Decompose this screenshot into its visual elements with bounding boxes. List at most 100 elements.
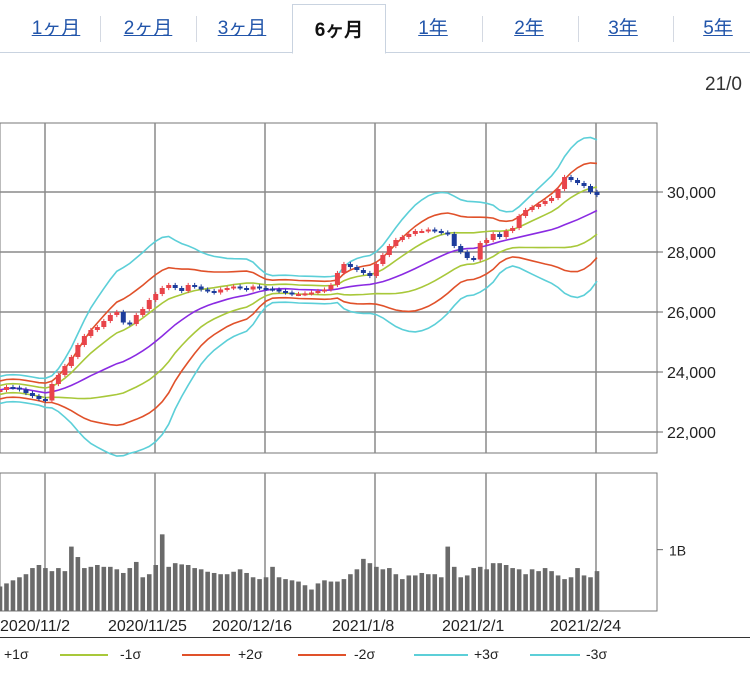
volume-bar bbox=[341, 579, 347, 611]
volume-bar bbox=[451, 566, 457, 611]
candle-down bbox=[276, 289, 282, 292]
candle-down bbox=[179, 288, 185, 291]
candle-down bbox=[29, 393, 35, 396]
volume-bar bbox=[82, 568, 87, 611]
volume-bar bbox=[477, 566, 483, 611]
candle-down bbox=[10, 387, 16, 389]
tab-3-years[interactable]: 3年 bbox=[608, 18, 638, 39]
candle-up bbox=[62, 366, 68, 375]
volume-bar bbox=[354, 569, 360, 611]
volume-bar bbox=[75, 557, 81, 611]
volume-bar bbox=[49, 571, 55, 611]
candle-down bbox=[16, 387, 22, 390]
volume-bar bbox=[4, 583, 9, 611]
candle-down bbox=[237, 286, 243, 289]
candle-down bbox=[367, 273, 373, 276]
volume-bar bbox=[438, 577, 444, 611]
candle-up bbox=[68, 357, 74, 366]
candle-up bbox=[341, 264, 347, 273]
volume-bar bbox=[594, 571, 600, 611]
volume-bar bbox=[425, 574, 431, 611]
candle-down bbox=[471, 258, 477, 260]
candle-up bbox=[503, 231, 509, 237]
volume-bar bbox=[471, 568, 477, 611]
y-tick-label: 24,000 bbox=[667, 365, 716, 382]
candle-up bbox=[55, 375, 61, 384]
volume-bar bbox=[445, 546, 451, 611]
candle-up bbox=[380, 255, 386, 264]
candle-down bbox=[458, 246, 464, 252]
candle-up bbox=[555, 189, 561, 198]
volume-bar bbox=[289, 580, 295, 611]
volume-bar bbox=[108, 566, 113, 611]
candle-up bbox=[549, 198, 555, 201]
tab-1-year[interactable]: 1年 bbox=[418, 18, 448, 39]
candle-down bbox=[120, 312, 126, 323]
y-tick-label: 26,000 bbox=[667, 305, 716, 322]
volume-bar bbox=[185, 565, 191, 611]
y-tick-label: 22,000 bbox=[667, 425, 716, 442]
volume-bar bbox=[0, 586, 3, 611]
volume-bar bbox=[237, 569, 243, 611]
candle-down bbox=[289, 292, 295, 295]
tab-separator bbox=[196, 16, 197, 42]
volume-bar bbox=[516, 569, 522, 611]
candle-up bbox=[140, 309, 146, 315]
candle-up bbox=[328, 285, 334, 290]
tab-3-months[interactable]: 3ヶ月 bbox=[217, 18, 267, 39]
volume-bar bbox=[120, 572, 126, 611]
volume-bar bbox=[283, 579, 288, 611]
volume-bar bbox=[23, 574, 29, 611]
volume-bar bbox=[250, 577, 256, 611]
candle-down bbox=[42, 399, 48, 401]
volume-bar bbox=[413, 575, 418, 611]
minus-3-sigma-line bbox=[0, 265, 598, 457]
candle-down bbox=[257, 286, 263, 289]
tab-1-month[interactable]: 1ヶ月 bbox=[31, 18, 81, 39]
tab-separator bbox=[100, 16, 101, 42]
tab-separator bbox=[578, 16, 579, 42]
volume-bar bbox=[62, 571, 68, 611]
x-tick-label: 2021/1/8 bbox=[332, 618, 394, 635]
candle-up bbox=[393, 240, 399, 246]
candle-up bbox=[516, 216, 522, 228]
volume-bar bbox=[562, 579, 567, 611]
candle-up bbox=[88, 330, 94, 336]
candle-up bbox=[101, 321, 107, 327]
tab-2-years[interactable]: 2年 bbox=[514, 18, 544, 39]
volume-bar bbox=[529, 569, 535, 611]
volume-bar bbox=[205, 571, 210, 611]
candle-up bbox=[490, 234, 496, 240]
plus-3-sigma-line bbox=[0, 136, 598, 380]
moving-average-line bbox=[0, 209, 598, 394]
candle-up bbox=[334, 273, 340, 285]
tab-2-months[interactable]: 2ヶ月 bbox=[123, 18, 173, 39]
volume-bar bbox=[555, 575, 561, 611]
volume-bar bbox=[484, 569, 489, 611]
candle-down bbox=[244, 288, 250, 290]
volume-bar bbox=[30, 568, 35, 611]
volume-bar bbox=[159, 534, 165, 611]
volume-bar bbox=[296, 581, 301, 611]
tab-6-months[interactable]: 6ヶ月 bbox=[292, 4, 386, 54]
candle-up bbox=[296, 294, 301, 296]
candle-down bbox=[568, 177, 574, 180]
x-tick-label: 2021/2/1 bbox=[442, 618, 504, 635]
candle-up bbox=[373, 264, 379, 276]
volume-bar bbox=[88, 566, 94, 611]
volume-bar bbox=[536, 571, 541, 611]
candle-up bbox=[425, 229, 431, 232]
candle-up bbox=[94, 327, 100, 330]
candle-up bbox=[185, 285, 191, 291]
candle-up bbox=[231, 286, 237, 289]
candle-down bbox=[211, 291, 217, 293]
candle-down bbox=[594, 192, 600, 195]
minus-2-sigma-line bbox=[0, 256, 598, 427]
volume-bar bbox=[172, 563, 178, 611]
candle-down bbox=[445, 232, 451, 235]
candle-down bbox=[451, 234, 457, 246]
candle-down bbox=[438, 231, 444, 233]
volume-bar bbox=[302, 585, 308, 611]
volume-bar bbox=[127, 568, 133, 611]
tab-5-years[interactable]: 5年 bbox=[703, 18, 733, 39]
